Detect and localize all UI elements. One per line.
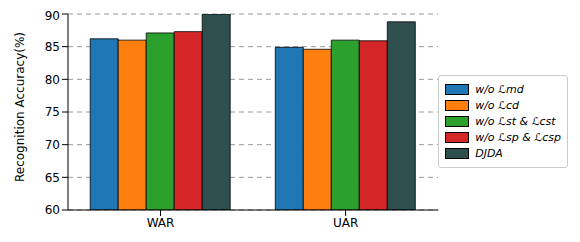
- html-text:w/o ℒst & ℒcst: w/o ℒst & ℒcst: [475, 114, 556, 128]
- html-text:w/o ℒcd: w/o ℒcd: [475, 98, 520, 112]
- svg-text:70: 70: [45, 138, 60, 152]
- html-text:w/o ℒmd: w/o ℒmd: [475, 82, 524, 96]
- svg-text:65: 65: [45, 171, 60, 185]
- svg-text:75: 75: [45, 105, 60, 119]
- svg-text:UAR: UAR: [333, 216, 358, 230]
- svg-text:85: 85: [45, 40, 60, 54]
- svg-text:60: 60: [45, 203, 60, 217]
- svg-text:WAR: WAR: [147, 216, 175, 230]
- svg-text:Recognition Accuracy(%): Recognition Accuracy(%): [13, 32, 27, 182]
- svg-text:80: 80: [45, 73, 60, 87]
- html-text:w/o ℒsp & ℒcsp: w/o ℒsp & ℒcsp: [475, 130, 561, 144]
- svg-text:90: 90: [45, 9, 60, 23]
- html-text:DJDA: DJDA: [475, 146, 503, 160]
